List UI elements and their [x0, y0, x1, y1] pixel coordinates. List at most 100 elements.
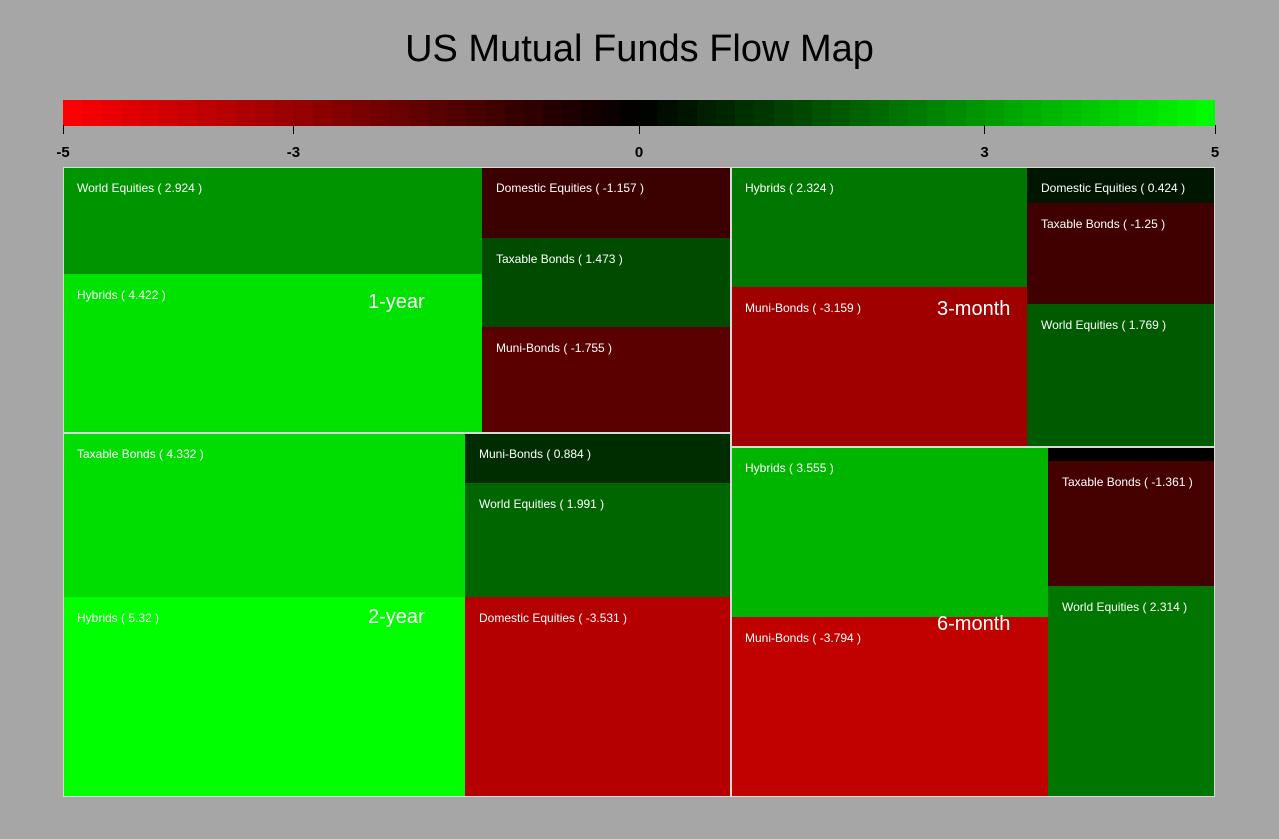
treemap-cell: Hybrids ( 3.555 ) [731, 447, 1048, 617]
legend-segment [1138, 100, 1158, 126]
legend-tick-mark [62, 125, 64, 134]
legend-segment [159, 100, 179, 126]
legend-segment [466, 100, 486, 126]
legend-segment [427, 100, 448, 126]
treemap-cell-label: Hybrids ( 3.555 ) [745, 461, 834, 475]
legend-segment [984, 100, 1004, 126]
treemap-group-label: 6-month [937, 613, 1011, 635]
legend-segment [927, 100, 947, 126]
legend-segment [1157, 100, 1177, 126]
treemap-cell-label: World Equities ( 1.769 ) [1041, 318, 1167, 332]
legend-segment [485, 100, 505, 126]
treemap-cell-label: Taxable Bonds ( -1.25 ) [1041, 217, 1166, 231]
legend-segment [850, 100, 870, 126]
treemap-cell-label: Muni-Bonds ( -3.159 ) [745, 301, 862, 315]
treemap-cell: Hybrids ( 4.422 ) [63, 274, 482, 433]
treemap-cell: Taxable Bonds ( 1.473 ) [482, 238, 731, 327]
legend-segment [331, 100, 352, 126]
legend-segment [216, 100, 236, 126]
treemap-cell-label: Hybrids ( 4.422 ) [77, 288, 166, 302]
treemap-cell-label: World Equities ( 2.314 ) [1062, 600, 1188, 614]
treemap-cell-label: Muni-Bonds ( -3.794 ) [745, 631, 862, 645]
legend-segment [946, 100, 966, 126]
legend-segment [831, 100, 851, 126]
legend-segment [389, 100, 409, 126]
treemap-cell-label: World Equities ( 1.991 ) [479, 497, 605, 511]
legend-segment [562, 100, 582, 126]
treemap-cell-label: Taxable Bonds ( -1.361 ) [1062, 475, 1193, 489]
treemap-cell-label: Muni-Bonds ( 0.884 ) [479, 447, 592, 461]
legend-segment [1080, 100, 1100, 126]
legend-segment [735, 100, 755, 126]
treemap-cell-label: Taxable Bonds ( 1.473 ) [496, 252, 623, 266]
treemap-cell: Muni-Bonds ( -1.755 ) [482, 327, 731, 433]
legend-segment [312, 100, 332, 126]
legend-segment [696, 100, 716, 126]
legend-segment [1023, 100, 1043, 126]
legend-segment [197, 100, 217, 126]
legend-segment [811, 100, 832, 126]
legend-segment [965, 100, 985, 126]
legend-segment [658, 100, 678, 126]
treemap-cell: Hybrids ( 2.324 ) [731, 167, 1027, 287]
legend-segment [82, 100, 102, 126]
legend-segment [677, 100, 697, 126]
color-scale-legend [63, 100, 1216, 126]
legend-segment [255, 100, 275, 126]
legend-segment [1176, 100, 1196, 126]
treemap-group-label: 2-year [368, 606, 425, 628]
treemap-cell: World Equities ( 1.991 ) [465, 483, 731, 597]
legend-segment [639, 100, 659, 126]
legend-tick-label: 5 [1210, 144, 1220, 161]
treemap-cell: Domestic Equities ( -1.157 ) [482, 167, 731, 238]
treemap-cell-label: Domestic Equities ( -3.531 ) [479, 611, 628, 625]
legend-segment [1195, 100, 1216, 126]
treemap-cell: Muni-Bonds ( -3.794 ) [731, 617, 1048, 797]
legend-segment [888, 100, 908, 126]
treemap-cell-label: Domestic Equities ( 0.424 ) [1041, 181, 1186, 195]
legend-tick-label: 3 [980, 144, 989, 161]
legend-segment [408, 100, 428, 126]
legend-segment [754, 100, 774, 126]
legend-segment [792, 100, 812, 126]
legend-segment [715, 100, 736, 126]
legend-segment [120, 100, 140, 126]
treemap-cell: Taxable Bonds ( 4.332 ) [63, 433, 465, 597]
legend-segment [101, 100, 121, 126]
treemap-cell [1048, 447, 1215, 461]
treemap-cell: Domestic Equities ( -3.531 ) [465, 597, 731, 797]
treemap-cell: Taxable Bonds ( -1.25 ) [1027, 203, 1215, 304]
legend-segment [1042, 100, 1062, 126]
legend-segment [63, 100, 83, 126]
legend-segment [1061, 100, 1081, 126]
legend-segment [773, 100, 793, 126]
treemap: World Equities ( 2.924 ) Hybrids ( 4.422 … [63, 167, 1215, 797]
treemap-cell-label: Domestic Equities ( -1.157 ) [496, 181, 645, 195]
legend-segment [139, 100, 160, 126]
treemap-cell-label: World Equities ( 2.924 ) [77, 181, 203, 195]
legend-segment [543, 100, 563, 126]
treemap-cell: World Equities ( 2.314 ) [1048, 586, 1215, 797]
legend-segment [523, 100, 544, 126]
legend-segment [235, 100, 256, 126]
treemap-cell-label: Taxable Bonds ( 4.332 ) [77, 447, 204, 461]
treemap-cell: Domestic Equities ( 0.424 ) [1027, 167, 1215, 203]
treemap-cell-label: Hybrids ( 5.32 ) [77, 611, 160, 625]
legend-tick-label: 0 [634, 144, 644, 161]
treemap-cell: Muni-Bonds ( -3.159 ) [731, 287, 1027, 447]
legend-tick-mark [1214, 125, 1216, 134]
legend-tick-mark [292, 125, 294, 134]
legend-tick-mark [984, 125, 986, 134]
legend-tick-label: -5 [56, 144, 70, 161]
legend-segment [351, 100, 371, 126]
treemap-cell: Muni-Bonds ( 0.884 ) [465, 433, 731, 483]
legend-segment [178, 100, 198, 126]
legend-segment [869, 100, 889, 126]
legend-segment [1099, 100, 1120, 126]
legend-tick-mark [638, 125, 640, 134]
legend-segment [1003, 100, 1024, 126]
treemap-cell: World Equities ( 2.924 ) [63, 167, 482, 274]
legend-tick-label: -3 [286, 144, 301, 161]
legend-segment [504, 100, 524, 126]
legend-segment [293, 100, 313, 126]
